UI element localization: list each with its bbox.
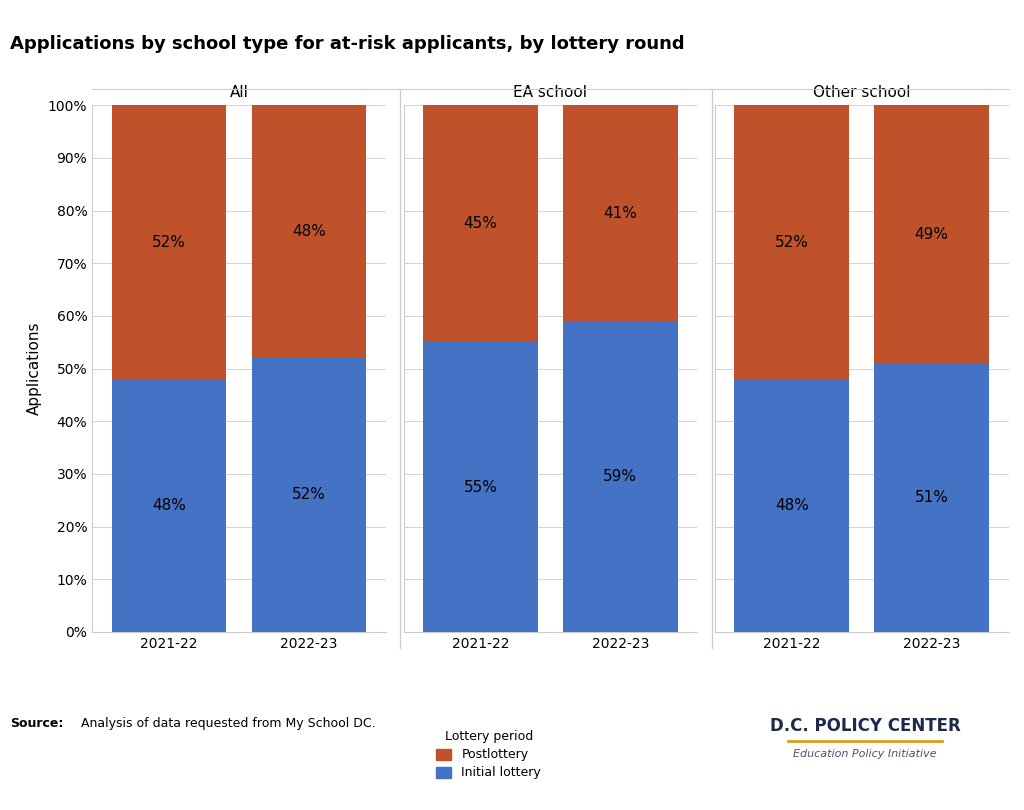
Text: 48%: 48% bbox=[153, 498, 186, 513]
Bar bbox=[874, 363, 989, 632]
Text: 59%: 59% bbox=[603, 469, 637, 484]
Y-axis label: Applications: Applications bbox=[28, 322, 42, 416]
Legend: Postlottery, Initial lottery: Postlottery, Initial lottery bbox=[436, 731, 541, 779]
Text: 45%: 45% bbox=[464, 216, 498, 232]
Text: Source:: Source: bbox=[10, 717, 63, 730]
Text: 48%: 48% bbox=[775, 498, 809, 513]
Title: All: All bbox=[229, 85, 249, 100]
Title: EA school: EA school bbox=[513, 85, 588, 100]
Bar bbox=[734, 379, 849, 632]
Text: Analysis of data requested from My School DC.: Analysis of data requested from My Schoo… bbox=[77, 717, 376, 730]
Text: 55%: 55% bbox=[464, 480, 498, 495]
Bar bbox=[874, 105, 989, 363]
Bar bbox=[563, 322, 678, 632]
Bar bbox=[423, 105, 538, 342]
Text: 52%: 52% bbox=[292, 488, 326, 502]
Bar bbox=[563, 105, 678, 322]
Text: 41%: 41% bbox=[603, 206, 637, 221]
Text: Applications by school type for at-risk applicants, by lottery round: Applications by school type for at-risk … bbox=[10, 35, 685, 53]
Text: 52%: 52% bbox=[775, 235, 809, 249]
Text: Education Policy Initiative: Education Policy Initiative bbox=[794, 749, 937, 759]
Bar bbox=[252, 358, 367, 632]
Text: D.C. POLICY CENTER: D.C. POLICY CENTER bbox=[770, 717, 961, 735]
Bar bbox=[112, 105, 226, 379]
Text: 51%: 51% bbox=[914, 490, 948, 505]
Bar bbox=[423, 342, 538, 632]
Text: 48%: 48% bbox=[292, 224, 326, 239]
Bar bbox=[112, 379, 226, 632]
Text: 49%: 49% bbox=[914, 227, 948, 242]
Bar bbox=[734, 105, 849, 379]
Title: Other school: Other school bbox=[813, 85, 910, 100]
Bar bbox=[252, 105, 367, 358]
Text: 52%: 52% bbox=[153, 235, 186, 249]
